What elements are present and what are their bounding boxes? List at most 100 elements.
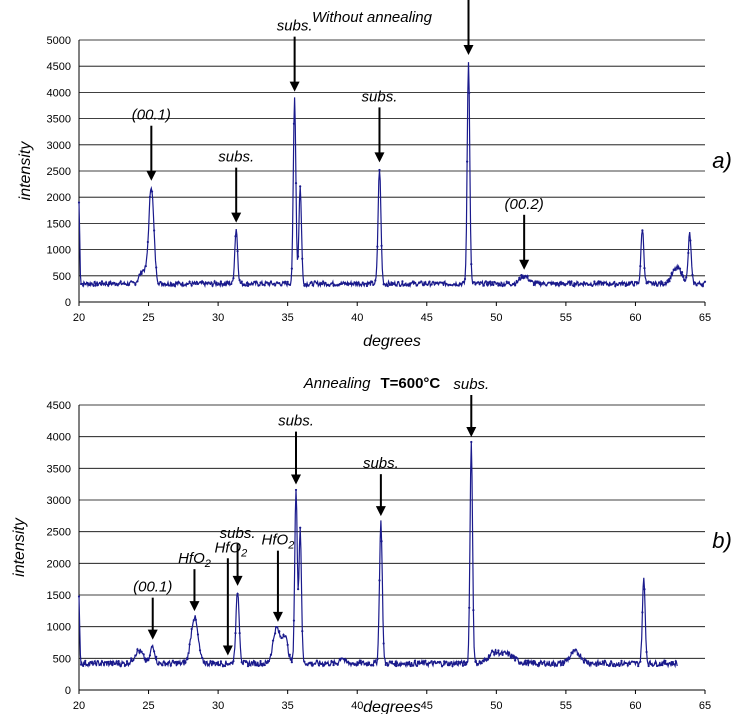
data-point — [86, 281, 89, 285]
data-point — [605, 283, 609, 286]
data-point — [401, 280, 404, 283]
data-point — [568, 657, 571, 660]
data-point — [457, 660, 460, 663]
data-point — [562, 663, 565, 667]
data-point — [649, 281, 652, 284]
data-point — [474, 660, 477, 663]
data-point — [386, 664, 389, 667]
data-point — [148, 654, 152, 657]
data-point — [424, 659, 427, 662]
data-point — [570, 280, 573, 283]
data-point — [539, 661, 542, 664]
data-point — [541, 662, 544, 665]
data-point — [614, 665, 617, 668]
data-point — [303, 660, 306, 663]
data-point — [424, 281, 427, 284]
data-point — [282, 633, 285, 636]
y-tick-label: 3000 — [47, 140, 71, 152]
data-point — [367, 661, 371, 664]
data-point — [582, 661, 586, 664]
data-point — [246, 664, 250, 668]
data-point — [111, 282, 114, 285]
spectrum-line — [78, 441, 678, 669]
data-point — [342, 281, 346, 284]
data-point — [655, 284, 659, 287]
data-point — [570, 651, 573, 654]
data-point — [196, 282, 200, 286]
data-point — [198, 281, 202, 284]
data-point — [313, 662, 316, 665]
data-point — [378, 579, 381, 582]
data-point — [543, 660, 546, 663]
data-point — [534, 663, 538, 666]
data-point — [536, 281, 540, 284]
data-point — [355, 281, 358, 284]
data-point — [253, 280, 256, 283]
data-point — [257, 284, 260, 287]
data-point — [226, 280, 229, 283]
data-point — [215, 661, 218, 665]
data-point — [144, 265, 147, 268]
data-point — [319, 662, 323, 666]
data-point — [545, 663, 548, 666]
data-point — [280, 636, 283, 640]
data-point — [422, 660, 425, 663]
data-point — [509, 284, 513, 287]
data-point — [639, 265, 642, 268]
data-point — [367, 281, 371, 284]
data-point — [524, 274, 527, 277]
data-point — [123, 664, 127, 667]
data-point — [299, 526, 302, 529]
data-point — [326, 283, 329, 286]
data-point — [384, 663, 387, 667]
data-point — [184, 283, 187, 286]
data-point — [163, 661, 166, 664]
data-point — [660, 280, 663, 283]
data-point — [163, 282, 166, 285]
data-point — [432, 281, 435, 284]
data-point — [303, 284, 306, 287]
data-point — [541, 282, 544, 285]
data-point — [267, 282, 270, 285]
data-point — [599, 662, 602, 665]
data-point — [150, 190, 154, 193]
data-point — [290, 267, 293, 270]
data-point — [167, 661, 170, 664]
data-point — [499, 284, 502, 287]
data-point — [217, 282, 220, 285]
data-point — [188, 280, 191, 283]
data-point — [486, 281, 490, 284]
data-point — [453, 663, 456, 666]
data-point — [534, 280, 538, 283]
annotation-label: subs. — [278, 413, 314, 430]
data-point — [286, 643, 289, 647]
data-point — [662, 284, 665, 287]
y-tick-label: 4500 — [47, 61, 71, 73]
data-point — [557, 284, 561, 287]
data-point — [282, 281, 285, 284]
data-point — [526, 659, 529, 662]
data-point — [495, 282, 498, 285]
data-point — [322, 280, 325, 283]
annotation-label: (00.2) — [505, 196, 544, 213]
data-point — [100, 660, 104, 663]
data-point — [618, 281, 621, 285]
data-point — [161, 664, 164, 667]
data-point — [503, 284, 506, 287]
annotation-arrowhead — [374, 152, 385, 163]
annotation-label: subs. — [277, 18, 313, 35]
data-point — [211, 660, 214, 663]
data-point — [657, 664, 661, 667]
data-point — [167, 284, 170, 287]
data-point — [501, 653, 504, 656]
data-point — [226, 663, 229, 666]
data-point — [305, 284, 308, 288]
data-point — [351, 662, 354, 665]
annotation-arrowhead — [291, 474, 302, 485]
data-point — [484, 280, 487, 283]
data-point — [276, 281, 279, 284]
data-point — [205, 282, 208, 285]
data-point — [169, 664, 172, 667]
